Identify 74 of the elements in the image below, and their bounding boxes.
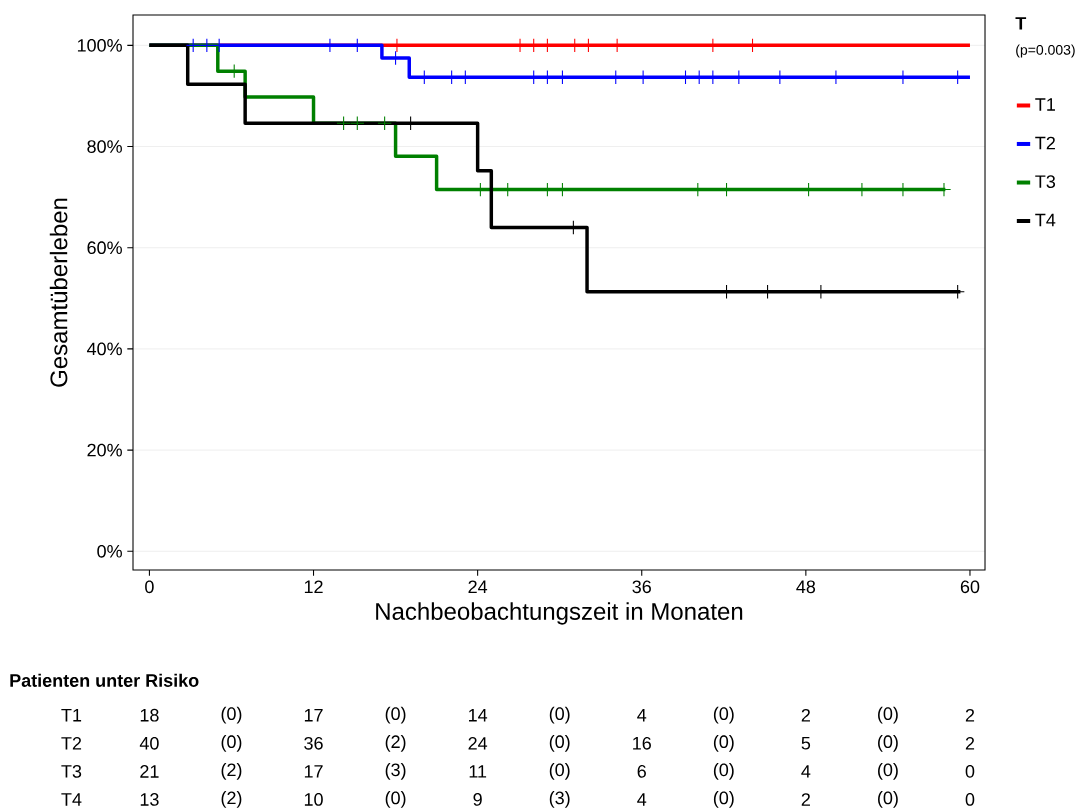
text: 0: [965, 764, 975, 778]
legend-label: T3: [1035, 175, 1056, 188]
text: 4: [637, 709, 647, 722]
text: (3): [549, 791, 570, 808]
text: (0): [878, 734, 898, 752]
text: 40: [139, 736, 159, 750]
y-tick-label: 0%: [97, 544, 122, 558]
text: (2): [221, 762, 242, 780]
text: T3: [61, 764, 82, 778]
text: (0): [221, 734, 242, 752]
text: T4: [61, 793, 82, 806]
x-axis-title: Nachbeobachtungszeit in Monaten: [376, 602, 743, 625]
text: 2: [801, 793, 810, 806]
x-tick-label: 24: [468, 580, 488, 593]
text: (0): [878, 706, 898, 724]
text: 6: [637, 764, 646, 778]
point: [350, 116, 365, 131]
text: (0): [878, 762, 898, 780]
text: (0): [385, 706, 406, 724]
text: 14: [469, 709, 488, 722]
x-tick-label: 48: [796, 580, 816, 594]
text: (0): [713, 791, 734, 808]
text: (0): [549, 762, 570, 780]
point: [185, 38, 201, 53]
text: 36: [304, 736, 323, 750]
text: (2): [385, 734, 406, 752]
text: 11: [469, 765, 487, 778]
text: 16: [633, 736, 651, 750]
text: (0): [221, 706, 242, 724]
y-tick-label: 100%: [77, 38, 122, 52]
text: (0): [385, 791, 406, 808]
text: (2): [221, 791, 242, 808]
text: (0): [549, 734, 570, 752]
text: (0): [713, 734, 734, 752]
legend-label: T4: [1035, 213, 1056, 227]
y-tick-label: 40%: [86, 342, 122, 356]
text: 0: [965, 793, 975, 806]
text: 17: [304, 709, 323, 722]
text: (0): [713, 706, 734, 724]
text: Patienten unter Risiko: [10, 673, 199, 687]
x-tick-label: 36: [632, 580, 651, 594]
x-tick-label: 0: [145, 580, 154, 594]
text: 10: [304, 793, 323, 806]
text: 24: [468, 737, 488, 750]
legend-label: T2: [1035, 136, 1055, 150]
text: (3): [385, 762, 406, 780]
y-axis-title: Gesamtüberleben: [49, 198, 68, 387]
x-tick-label: 60: [960, 580, 980, 594]
text: (p=0.003): [1016, 44, 1075, 58]
point: [336, 116, 351, 131]
text: 9: [473, 793, 482, 806]
text: 4: [637, 793, 647, 806]
point: [377, 116, 392, 131]
y-tick-label: 80%: [87, 140, 122, 153]
text: (0): [713, 762, 734, 780]
legend-title: T: [1015, 17, 1027, 30]
text: 4: [801, 765, 811, 778]
text: 21: [140, 765, 159, 778]
text: 2: [801, 708, 810, 722]
y-tick-label: 20%: [87, 443, 122, 457]
legend-label: T1: [1035, 98, 1055, 111]
text: 13: [140, 793, 159, 806]
text: (0): [549, 706, 570, 724]
text: (0): [878, 791, 898, 808]
text: 17: [304, 765, 323, 778]
text: 2: [965, 737, 975, 750]
text: T2: [61, 737, 82, 750]
text: 18: [140, 708, 159, 722]
x-tick-label: 12: [304, 580, 323, 593]
text: 5: [801, 737, 811, 750]
point: [199, 38, 215, 53]
y-tick-label: 60%: [87, 241, 122, 255]
text: 2: [965, 708, 975, 722]
text: T1: [61, 709, 82, 722]
